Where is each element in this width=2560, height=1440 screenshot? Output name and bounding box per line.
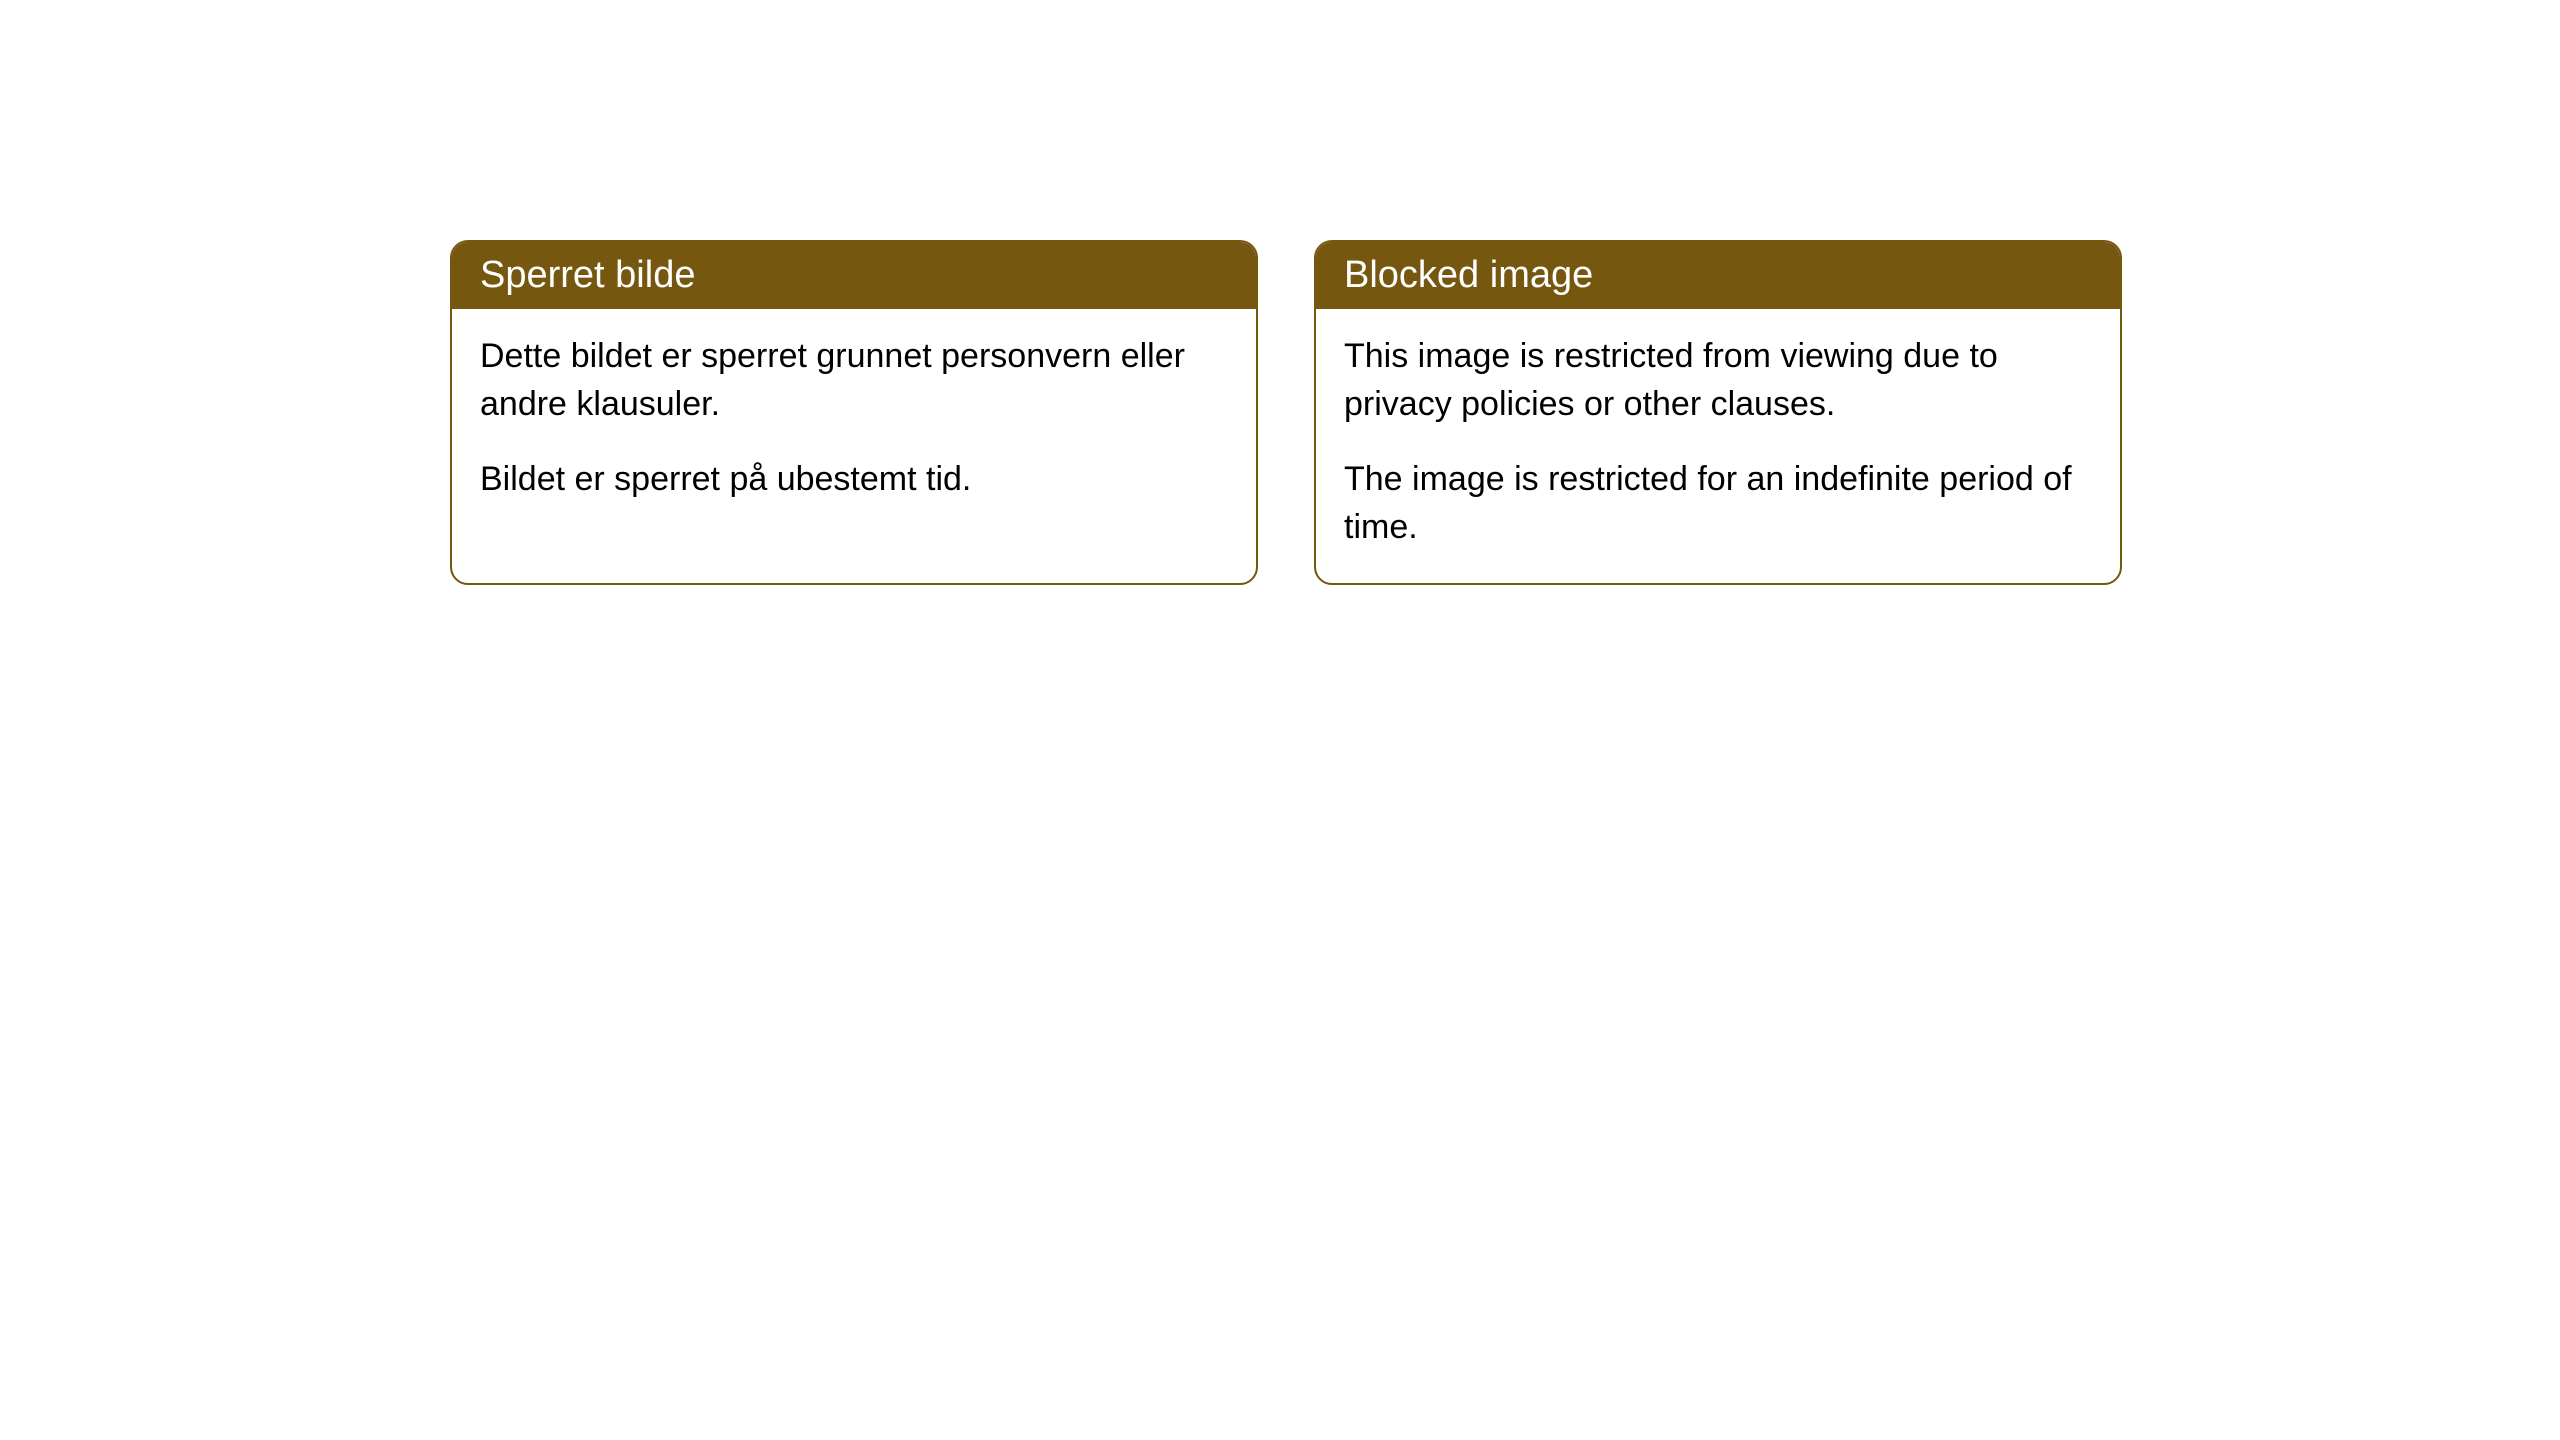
- card-title: Blocked image: [1344, 254, 1593, 296]
- card-body-norwegian: Dette bildet er sperret grunnet personve…: [452, 309, 1256, 536]
- card-body-english: This image is restricted from viewing du…: [1316, 309, 2120, 583]
- card-header-norwegian: Sperret bilde: [452, 242, 1256, 309]
- card-english: Blocked image This image is restricted f…: [1314, 240, 2122, 585]
- card-paragraph: Dette bildet er sperret grunnet personve…: [480, 333, 1228, 428]
- card-norwegian: Sperret bilde Dette bildet er sperret gr…: [450, 240, 1258, 585]
- card-paragraph: This image is restricted from viewing du…: [1344, 333, 2092, 428]
- card-header-english: Blocked image: [1316, 242, 2120, 309]
- cards-container: Sperret bilde Dette bildet er sperret gr…: [450, 240, 2560, 585]
- card-paragraph: Bildet er sperret på ubestemt tid.: [480, 456, 1228, 504]
- card-title: Sperret bilde: [480, 254, 695, 296]
- card-paragraph: The image is restricted for an indefinit…: [1344, 456, 2092, 551]
